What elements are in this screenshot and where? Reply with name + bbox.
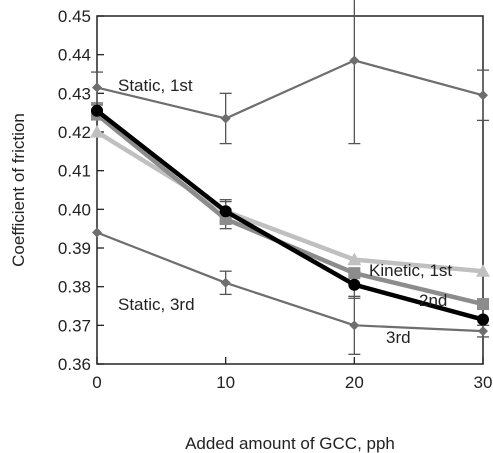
data-point [477, 313, 489, 326]
data-point [92, 227, 102, 238]
data-point [476, 264, 490, 277]
error-bars-0 [91, 0, 489, 145]
series-line [95, 108, 484, 322]
y-tick-label: 0.37 [58, 316, 91, 335]
plot-area [96, 15, 484, 365]
y-tick-label: 0.38 [58, 278, 91, 297]
data-point [477, 298, 489, 311]
series-label: Static, 1st [118, 76, 193, 95]
series-labels: Static, 1st Static, 3rd Kinetic, 1st 2nd 3rd [118, 76, 452, 347]
series-label: Static, 3rd [118, 295, 195, 314]
y-axis: 0.36 0.37 0.38 0.39 0.40 0.41 0.42 0.43 0.44 0.45 [58, 7, 104, 374]
data-point [90, 125, 104, 138]
data-point [348, 267, 361, 280]
y-tick-label: 0.42 [58, 123, 91, 142]
data-point [91, 104, 103, 117]
data-point [349, 320, 360, 331]
y-tick-label: 0.45 [58, 7, 91, 26]
x-tick-label: 0 [92, 373, 101, 392]
x-axis-title: Added amount of GCC, pph [185, 434, 395, 453]
x-axis: 0 10 20 30 [92, 357, 492, 392]
data-point [349, 55, 360, 66]
series-line [96, 231, 484, 333]
y-tick-label: 0.44 [58, 46, 91, 65]
series-label: Kinetic, 1st [369, 261, 452, 280]
y-tick-label: 0.39 [58, 239, 91, 258]
series-label: 3rd [386, 328, 411, 347]
data-point [347, 252, 362, 266]
data-point [92, 82, 102, 93]
data-point [348, 278, 361, 291]
data-point [220, 277, 231, 288]
y-tick-label: 0.40 [58, 200, 91, 219]
y-tick-label: 0.41 [58, 162, 91, 181]
x-tick-label: 30 [474, 373, 493, 392]
series-label: 2nd [419, 291, 447, 310]
plot-frame [96, 15, 484, 365]
series-layer [90, 0, 490, 355]
y-axis-title: Coefficient of friction [9, 113, 28, 267]
x-tick-label: 10 [216, 373, 235, 392]
y-tick-label: 0.36 [58, 355, 91, 374]
series-0 [92, 55, 488, 124]
series-line [96, 59, 484, 120]
series-4 [91, 104, 489, 326]
series-1 [92, 227, 488, 337]
x-tick-label: 20 [345, 373, 364, 392]
series-line [95, 130, 484, 274]
data-point [220, 113, 231, 124]
data-point [219, 205, 232, 218]
y-tick-label: 0.43 [58, 84, 91, 103]
data-point [478, 326, 488, 337]
data-point [478, 90, 488, 101]
